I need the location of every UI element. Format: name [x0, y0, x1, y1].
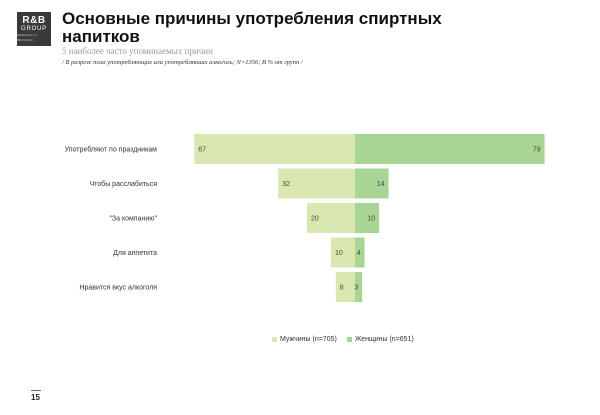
value-label-women: 10 [367, 216, 375, 223]
page-number-rule [31, 390, 41, 391]
logo-line-1: R&B [22, 14, 46, 26]
bar-women [355, 168, 389, 199]
bar-women [355, 272, 363, 302]
value-label-women: 14 [377, 181, 385, 188]
page-subtitle: 5 наиболее часто упоминаемых причин [62, 46, 213, 56]
value-label-women: 4 [357, 250, 361, 257]
chart-legend: Мужчины (n=705) Женщины (n=651) [272, 336, 414, 343]
category-label: Чтобы расслабиться [90, 180, 158, 188]
page-number: 15 [31, 393, 40, 402]
bar-women [355, 237, 365, 268]
category-label: Для аппетита [113, 250, 157, 257]
legend-item-women: Женщины (n=651) [346, 336, 414, 343]
value-label-men: 10 [335, 250, 343, 257]
legend-item-men: Мужчины (n=705) [272, 336, 337, 343]
bar-women [355, 134, 545, 164]
logo-line-2: GROUP [20, 25, 47, 32]
bar-men [278, 168, 355, 199]
value-label-women: 3 [354, 285, 358, 292]
legend-swatch-women [346, 337, 352, 342]
value-label-men: 32 [282, 181, 290, 188]
brand-logo: R&B GROUP RESEARCH & BRANDING [17, 12, 51, 46]
legend-swatch-men [272, 337, 277, 342]
bar-men [307, 203, 355, 233]
page-title: Основные причины употребления спиртных н… [62, 9, 442, 46]
logo-line-3: RESEARCH & BRANDING [17, 32, 37, 42]
bar-men [335, 272, 355, 302]
legend-label-women: Женщины (n=651) [354, 336, 414, 343]
legend-label-men: Мужчины (n=705) [280, 336, 337, 343]
sample-note: / В разрезе пола употребляющих или употр… [62, 59, 303, 66]
bar-women [355, 203, 379, 233]
category-label: Нравится вкус алкоголя [79, 285, 157, 292]
value-label-women: 79 [533, 147, 541, 154]
value-label-men: 20 [311, 216, 319, 223]
bar-men [331, 237, 355, 268]
value-label-men: 67 [198, 147, 206, 154]
value-label-men: 8 [340, 285, 344, 292]
bar-men [194, 134, 355, 164]
category-label: Употребляют по праздникам [65, 146, 158, 154]
category-label: "За компанию" [109, 216, 157, 223]
